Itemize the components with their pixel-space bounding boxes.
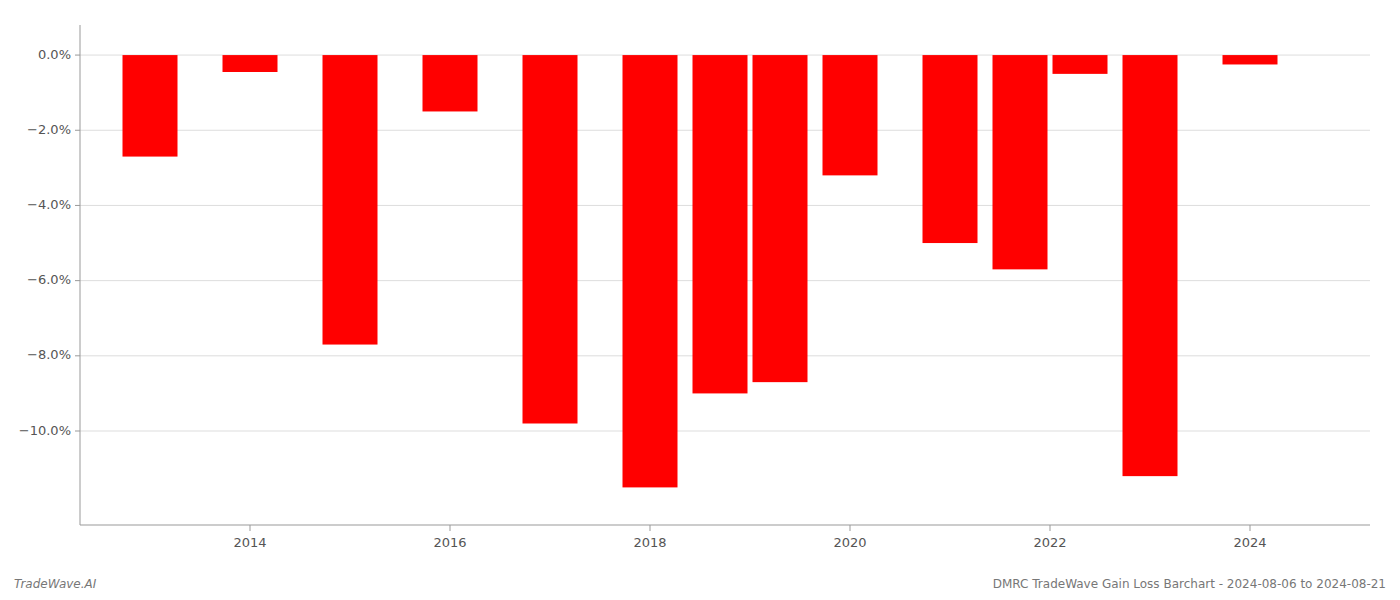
footer-left: TradeWave.AI bbox=[14, 577, 97, 591]
axes bbox=[80, 25, 1370, 525]
chart-svg: 0.0%−2.0%−4.0%−6.0%−8.0%−10.0%2014201620… bbox=[0, 0, 1400, 600]
bar bbox=[523, 55, 578, 423]
y-tick-label: −8.0% bbox=[27, 347, 71, 362]
x-tick-label: 2022 bbox=[1033, 535, 1066, 550]
x-tick-label: 2020 bbox=[833, 535, 866, 550]
bar bbox=[1223, 55, 1278, 64]
x-tick-label: 2018 bbox=[633, 535, 666, 550]
y-tick bbox=[75, 280, 80, 281]
y-ticks: 0.0% −2.0% −4.0% −6.0% −8.0% −10.0% bbox=[19, 47, 80, 438]
bar bbox=[923, 55, 978, 243]
y-tick-label: −4.0% bbox=[27, 197, 71, 212]
bar bbox=[423, 55, 478, 111]
y-tick-label: 0.0% bbox=[38, 47, 71, 62]
bar bbox=[123, 55, 178, 157]
x-tick bbox=[450, 525, 451, 531]
bar bbox=[1053, 55, 1108, 74]
x-tick bbox=[650, 525, 651, 531]
y-tick bbox=[75, 355, 80, 356]
bar bbox=[693, 55, 748, 393]
y-axis-line bbox=[80, 25, 81, 525]
x-tick bbox=[250, 525, 251, 531]
footer-right: DMRC TradeWave Gain Loss Barchart - 2024… bbox=[993, 577, 1386, 591]
bar bbox=[223, 55, 278, 72]
y-tick bbox=[75, 431, 80, 432]
y-tick bbox=[75, 130, 80, 131]
x-ticks: 2014 2016 2018 2020 2022 2024 bbox=[233, 525, 1266, 550]
bar bbox=[323, 55, 378, 344]
x-tick bbox=[1250, 525, 1251, 531]
x-tick-label: 2016 bbox=[433, 535, 466, 550]
x-tick bbox=[1050, 525, 1051, 531]
x-tick-label: 2024 bbox=[1233, 535, 1266, 550]
y-tick bbox=[75, 205, 80, 206]
y-tick-label: −6.0% bbox=[27, 272, 71, 287]
bar bbox=[1123, 55, 1178, 476]
y-tick-label: −10.0% bbox=[19, 423, 71, 438]
y-tick-label: −2.0% bbox=[27, 122, 71, 137]
bar bbox=[753, 55, 808, 382]
bar bbox=[623, 55, 678, 487]
x-tick bbox=[850, 525, 851, 531]
bar bbox=[823, 55, 878, 175]
chart-container: 0.0%−2.0%−4.0%−6.0%−8.0%−10.0%2014201620… bbox=[0, 0, 1400, 600]
bar bbox=[993, 55, 1048, 269]
x-axis-line bbox=[80, 525, 1370, 526]
y-tick bbox=[75, 55, 80, 56]
bars bbox=[123, 55, 1278, 487]
x-tick-label: 2014 bbox=[233, 535, 266, 550]
footer: TradeWave.AI DMRC TradeWave Gain Loss Bar… bbox=[14, 577, 1386, 591]
